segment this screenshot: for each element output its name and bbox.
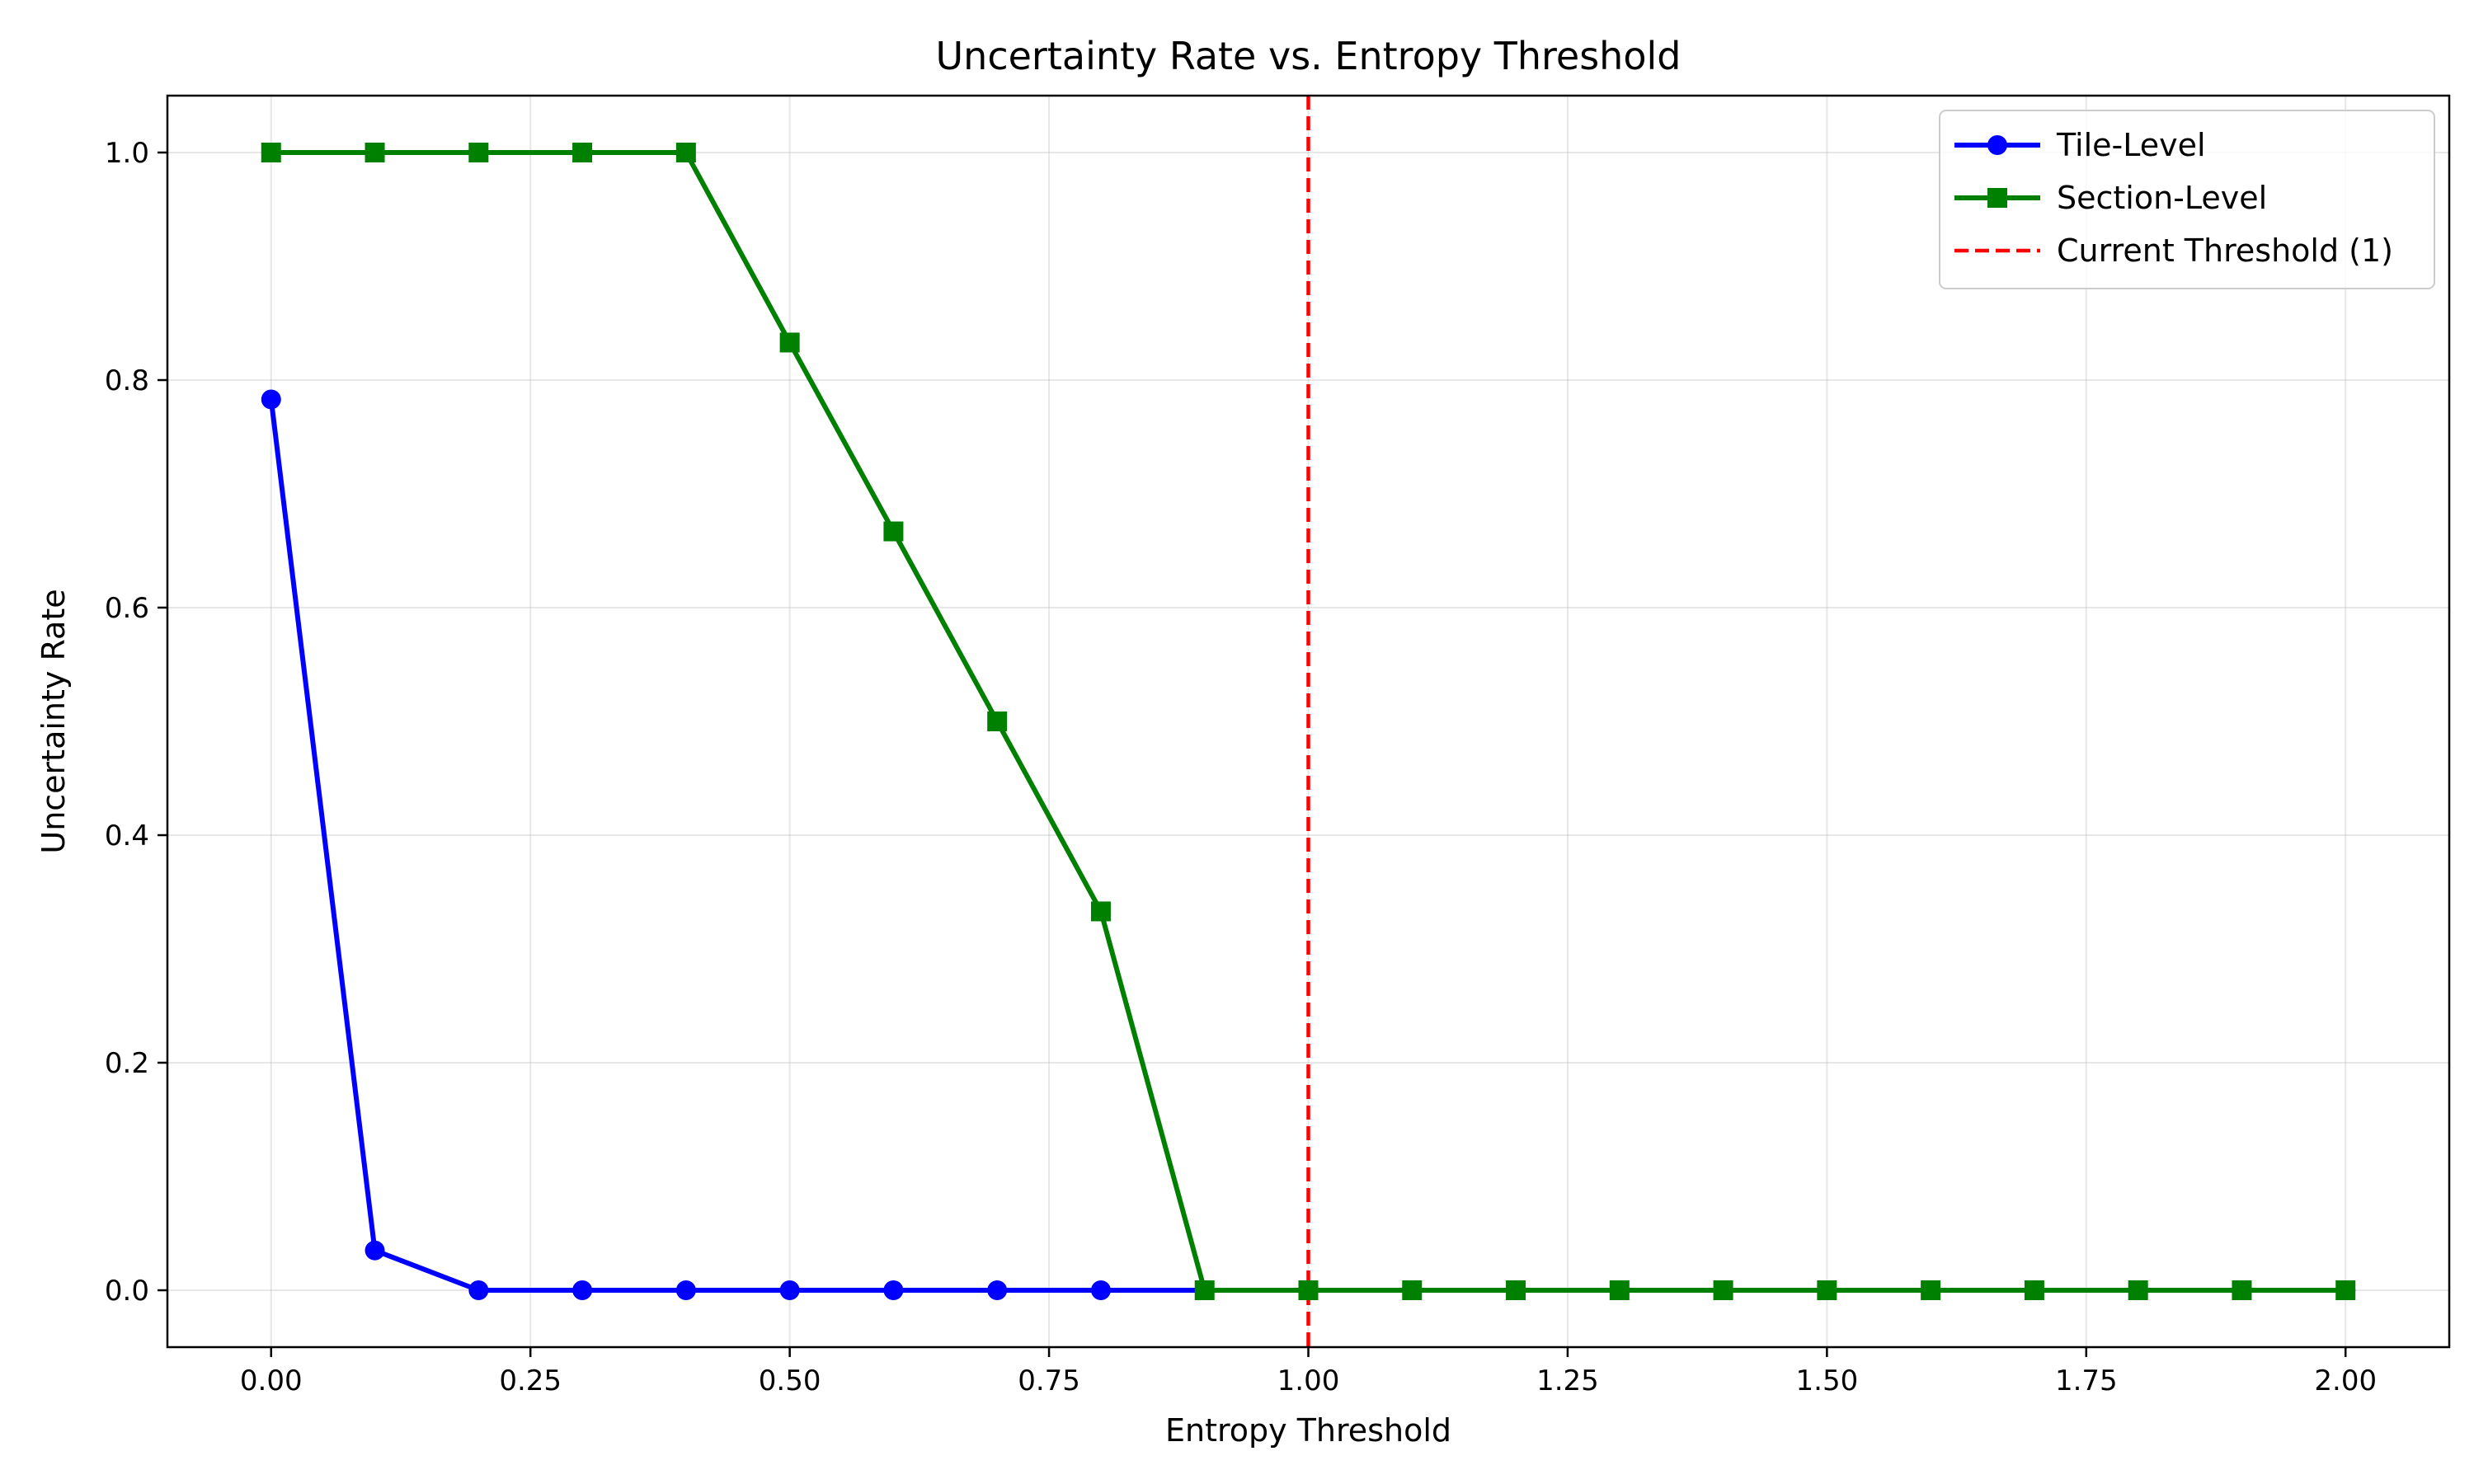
legend-label: Tile-Level bbox=[2056, 127, 2206, 163]
data-point bbox=[675, 1280, 696, 1300]
data-point bbox=[468, 143, 489, 162]
data-point bbox=[883, 1280, 904, 1300]
legend-box bbox=[1939, 110, 2435, 289]
data-point bbox=[2335, 1280, 2356, 1300]
y-tick-label: 1.0 bbox=[105, 137, 149, 170]
legend-entry: Section-Level bbox=[1954, 180, 2267, 216]
data-point bbox=[261, 389, 281, 410]
data-point bbox=[675, 143, 696, 162]
data-point bbox=[365, 1240, 385, 1261]
data-point bbox=[1921, 1280, 1941, 1300]
y-tick-label: 0.8 bbox=[105, 364, 149, 397]
chart-title: Uncertainty Rate vs. Entropy Threshold bbox=[936, 34, 1681, 78]
y-axis-title: Uncertainty Rate bbox=[35, 589, 72, 853]
y-tick-label: 0.4 bbox=[105, 819, 149, 852]
data-point bbox=[1194, 1280, 1215, 1300]
data-point bbox=[261, 143, 281, 162]
data-point bbox=[2024, 1280, 2044, 1300]
data-point bbox=[2128, 1280, 2148, 1300]
y-tick-label: 0.6 bbox=[105, 592, 149, 625]
data-point bbox=[2232, 1280, 2252, 1300]
x-tick-label: 0.25 bbox=[499, 1364, 562, 1397]
legend-marker bbox=[1987, 188, 2007, 208]
data-point bbox=[779, 332, 800, 353]
legend-label: Section-Level bbox=[2057, 180, 2267, 216]
data-point bbox=[779, 1280, 800, 1300]
data-point bbox=[1402, 1280, 1423, 1300]
data-point bbox=[883, 521, 904, 542]
legend-marker bbox=[1987, 135, 2007, 155]
legend-entry: Tile-Level bbox=[1954, 127, 2206, 163]
data-point bbox=[1298, 1280, 1319, 1300]
data-point bbox=[365, 143, 385, 162]
data-point bbox=[1713, 1280, 1733, 1300]
x-tick-label: 1.25 bbox=[1536, 1364, 1599, 1397]
y-axis-ticks: 0.0 0.2 0.4 0.6 0.8 1.0 bbox=[105, 137, 167, 1308]
series-section-level bbox=[261, 143, 2356, 1300]
legend: Tile-Level Section-Level Current Threshold… bbox=[1939, 110, 2435, 289]
series-lines bbox=[261, 143, 2356, 1300]
x-tick-label: 1.75 bbox=[2055, 1364, 2118, 1397]
data-point bbox=[468, 1280, 489, 1300]
data-point bbox=[987, 711, 1008, 731]
data-point bbox=[987, 1280, 1008, 1300]
x-axis-ticks: 0.00 0.25 0.50 0.75 1.00 1.25 1.50 1.75 2.00 bbox=[240, 1347, 2377, 1397]
data-point bbox=[1609, 1280, 1630, 1300]
x-tick-label: 2.00 bbox=[2314, 1364, 2377, 1397]
x-tick-label: 1.00 bbox=[1277, 1364, 1340, 1397]
legend-label: Current Threshold (1) bbox=[2057, 232, 2393, 269]
data-point bbox=[1090, 901, 1111, 922]
x-axis-title: Entropy Threshold bbox=[1165, 1412, 1451, 1449]
y-tick-label: 0.2 bbox=[105, 1047, 149, 1080]
x-tick-label: 1.50 bbox=[1796, 1364, 1859, 1397]
data-point bbox=[1817, 1280, 1837, 1300]
x-tick-label: 0.75 bbox=[1018, 1364, 1080, 1397]
data-point bbox=[572, 143, 593, 162]
legend-entry: Current Threshold (1) bbox=[1954, 232, 2393, 269]
data-point bbox=[1506, 1280, 1526, 1300]
y-tick-label: 0.0 bbox=[105, 1275, 149, 1308]
x-tick-label: 0.50 bbox=[759, 1364, 821, 1397]
data-point bbox=[1090, 1280, 1111, 1300]
data-point bbox=[572, 1280, 593, 1300]
x-tick-label: 0.00 bbox=[240, 1364, 303, 1397]
